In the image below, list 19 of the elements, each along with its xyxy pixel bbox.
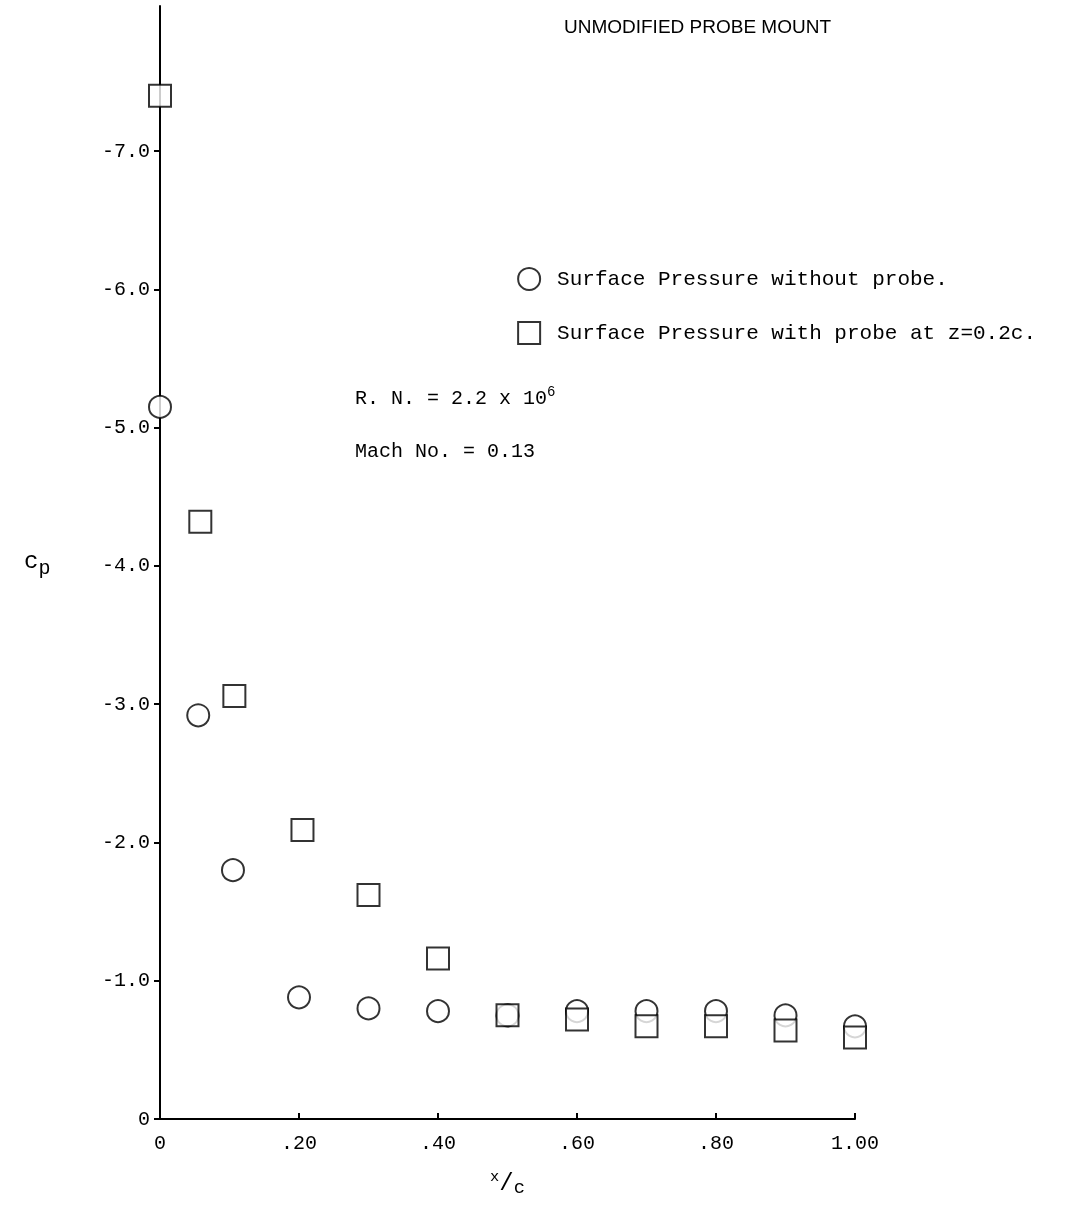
x-tick-label: .40 xyxy=(419,1131,457,1155)
y-tick-label: -7.0 xyxy=(101,139,150,163)
y-tick-label: -3.0 xyxy=(101,692,150,716)
text: UNMODIFIED PROBE MOUNT xyxy=(563,16,832,37)
y-tick-label: -5.0 xyxy=(101,416,150,440)
y-tick-label: -1.0 xyxy=(101,969,150,993)
x-tick-label: 0 xyxy=(153,1131,167,1155)
x-tick-label: .20 xyxy=(280,1131,318,1155)
x-tick-label: .60 xyxy=(558,1131,596,1155)
x-tick-label: .80 xyxy=(697,1131,735,1155)
y-tick-label: -4.0 xyxy=(101,554,150,578)
x-tick-label: 1.00 xyxy=(830,1131,880,1155)
y-tick-label: -2.0 xyxy=(101,830,150,854)
legend-label: Surface Pressure without probe. xyxy=(557,267,948,291)
y-tick-label: 0 xyxy=(137,1107,150,1131)
y-axis-title: c$_{p}$ xyxy=(24,548,51,580)
y-tick-label: -6.0 xyxy=(101,277,150,301)
annotation: Mach No. = 0.13 xyxy=(355,439,536,463)
legend-label: Surface Pressure with probe at z=0.2c. xyxy=(557,321,1037,345)
